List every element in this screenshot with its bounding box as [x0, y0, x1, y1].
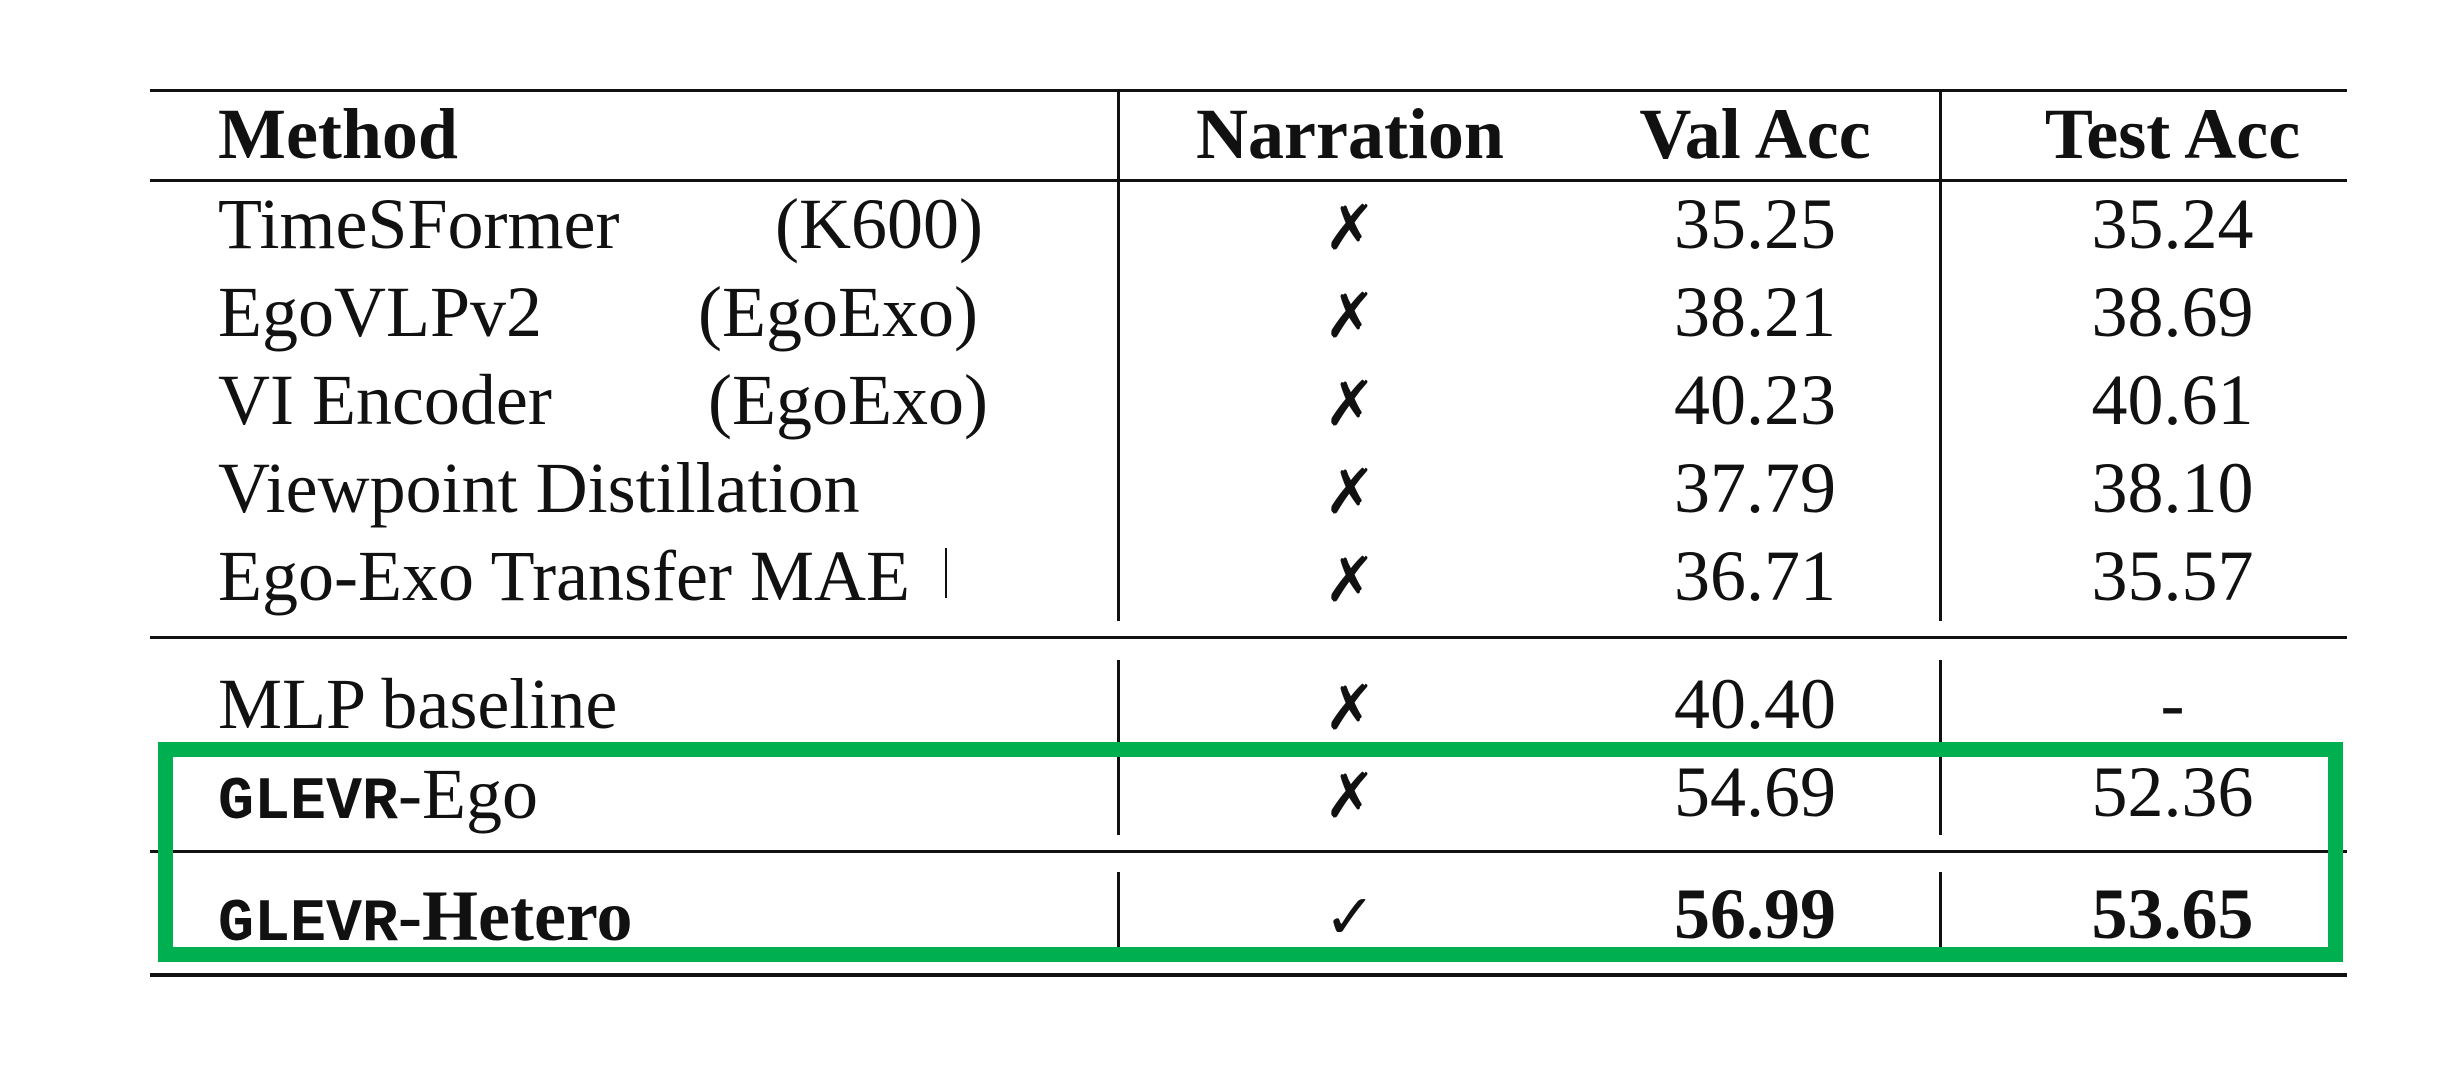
highlight-box: [158, 742, 2343, 962]
method-name-suffix: -Ego: [398, 754, 538, 834]
narration-cross-icon: ✗: [1324, 759, 1376, 832]
method-name-mono: GLEVR: [218, 891, 399, 959]
narration-cross-icon: ✗: [1324, 543, 1376, 616]
narration-cross-icon: ✗: [1324, 367, 1376, 440]
narration-cross-icon: ✗: [1324, 455, 1376, 528]
header-val-acc: Val Acc: [1639, 94, 1871, 174]
header-rule: [150, 179, 2347, 182]
row-pretrain: (EgoExo): [698, 272, 978, 352]
row-test-acc: 35.57: [2091, 536, 2254, 616]
narration-cross-icon: ✗: [1324, 279, 1376, 352]
row-method: Viewpoint Distillation: [218, 448, 860, 528]
row-method: MLP baseline: [218, 664, 618, 744]
row-test-acc-best: 53.65: [2091, 874, 2254, 954]
row-val-acc: 35.25: [1674, 184, 1836, 264]
method-name-mono: GLEVR: [218, 769, 399, 837]
col-divider-method-g2b: [1117, 872, 1120, 950]
row-test-acc: 40.61: [2091, 360, 2254, 440]
col-divider-val-g2b: [1939, 872, 1942, 950]
top-rule: [150, 89, 2347, 92]
row-rule: [150, 850, 2347, 853]
header-narration: Narration: [1196, 94, 1504, 174]
row-method-glevr-ego: GLEVR-Ego: [218, 758, 538, 833]
col-divider-val: [1939, 89, 1942, 621]
row-test-acc: -: [2160, 664, 2185, 744]
group-rule: [150, 636, 2347, 639]
row-test-acc: 52.36: [2091, 752, 2254, 832]
row-test-acc: 38.10: [2091, 448, 2254, 528]
row-pretrain: (K600): [775, 184, 983, 264]
narration-check-icon: ✓: [1324, 880, 1376, 953]
row-pretrain: (EgoExo): [708, 360, 988, 440]
bottom-rule: [150, 973, 2347, 977]
header-method: Method: [218, 94, 458, 174]
row-method: EgoVLPv2: [218, 272, 542, 352]
row-method: VI Encoder: [218, 360, 552, 440]
row-val-acc: 38.21: [1674, 272, 1836, 352]
method-name-suffix: -Hetero: [398, 876, 633, 956]
small-tick-mark: [945, 548, 947, 598]
row-val-acc: 54.69: [1674, 752, 1836, 832]
row-method: Ego-Exo Transfer MAE: [218, 536, 910, 616]
row-test-acc: 38.69: [2091, 272, 2254, 352]
row-test-acc: 35.24: [2091, 184, 2254, 264]
narration-cross-icon: ✗: [1324, 671, 1376, 744]
row-val-acc: 37.79: [1674, 448, 1836, 528]
row-method: TimeSFormer: [218, 184, 620, 264]
row-val-acc: 40.40: [1674, 664, 1836, 744]
col-divider-method: [1117, 89, 1120, 621]
header-test-acc: Test Acc: [2044, 94, 2301, 174]
row-val-acc-best: 56.99: [1674, 874, 1836, 954]
narration-cross-icon: ✗: [1324, 191, 1376, 264]
row-method-glevr-hetero: GLEVR-Hetero: [218, 880, 633, 955]
row-val-acc: 40.23: [1674, 360, 1836, 440]
row-val-acc: 36.71: [1674, 536, 1836, 616]
